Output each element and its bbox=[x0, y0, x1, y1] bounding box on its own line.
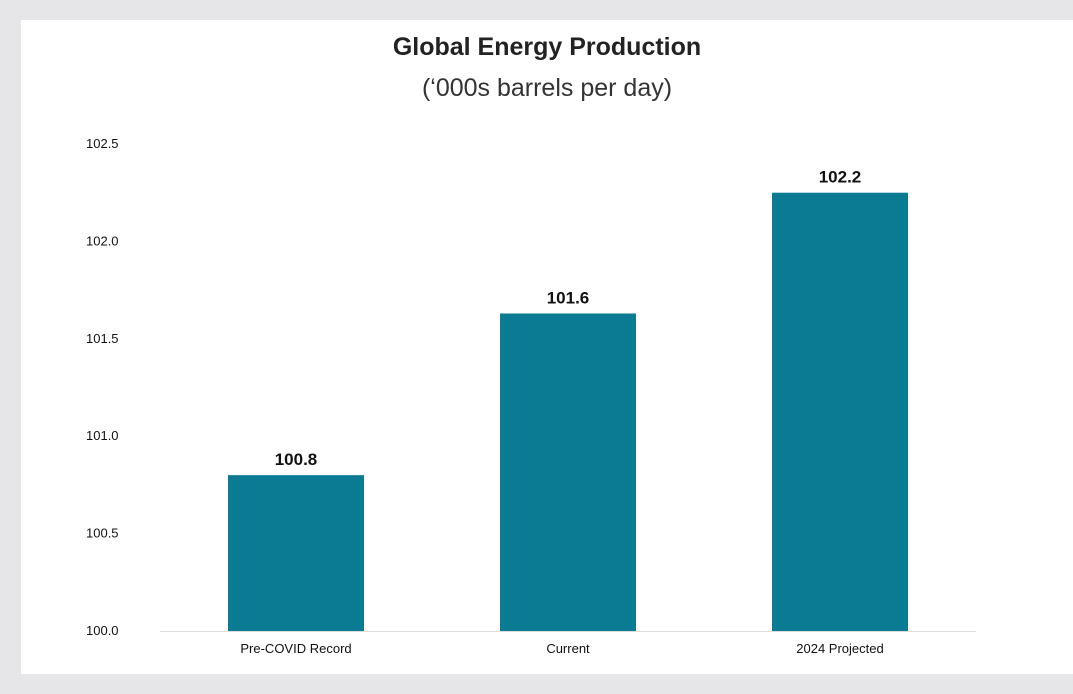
bar bbox=[500, 313, 636, 631]
y-axis: 100.0 100.5 101.0 101.5 102.0 102.5 bbox=[86, 136, 976, 638]
y-tick-label: 101.5 bbox=[86, 331, 119, 346]
chart-title: Global Energy Production bbox=[392, 33, 702, 61]
bar bbox=[772, 192, 908, 631]
y-tick-label: 102.0 bbox=[86, 233, 119, 248]
bar-value-label: 100.8 bbox=[275, 450, 318, 469]
y-tick-label: 102.5 bbox=[86, 136, 119, 151]
chart-panel: Global Energy Production (‘000s barrels … bbox=[21, 20, 1073, 674]
y-tick-label: 100.5 bbox=[86, 526, 119, 541]
bar-value-label: 101.6 bbox=[547, 288, 590, 307]
bar-chart: 100.0 100.5 101.0 101.5 102.0 102.5 100.8 101.… bbox=[86, 136, 976, 656]
bar-value-label: 102.2 bbox=[819, 168, 862, 187]
x-axis: Pre-COVID Record Current 2024 Projected bbox=[240, 641, 883, 656]
y-tick-label: 101.0 bbox=[86, 428, 119, 443]
y-tick-label: 100.0 bbox=[86, 623, 119, 638]
bar bbox=[228, 475, 364, 631]
bars bbox=[228, 192, 908, 631]
x-category-label: Pre-COVID Record bbox=[240, 641, 351, 656]
x-category-label: Current bbox=[546, 641, 590, 656]
chart-subtitle: (‘000s barrels per day) bbox=[421, 74, 673, 102]
x-category-label: 2024 Projected bbox=[796, 641, 883, 656]
data-labels: 100.8 101.6 102.2 bbox=[275, 168, 862, 469]
